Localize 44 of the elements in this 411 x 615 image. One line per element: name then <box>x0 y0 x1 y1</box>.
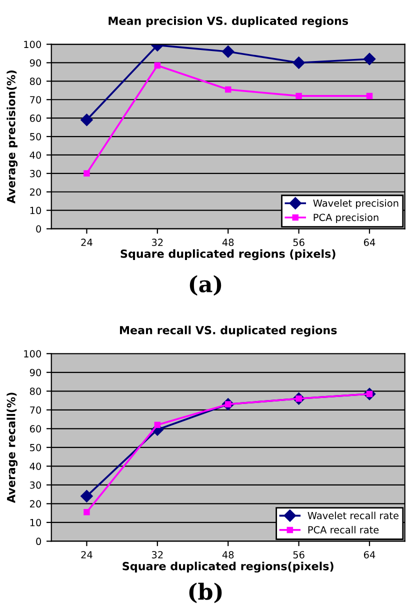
x-tick-label: 24 <box>81 551 92 558</box>
y-tick-label: 40 <box>30 151 42 159</box>
y-tick-label: 0 <box>36 538 42 546</box>
y-tick-label: 20 <box>30 500 42 508</box>
text: (a) <box>190 275 222 296</box>
y-tick-label: 50 <box>30 444 42 452</box>
x-axis-title: Square duplicated regions (pixels) <box>120 249 336 260</box>
y-tick-label: 60 <box>30 425 42 432</box>
legend-label: PCA recall rate <box>308 526 379 534</box>
x-tick-label: 64 <box>364 551 376 558</box>
y-tick-label: 0 <box>36 225 42 233</box>
y-tick-label: 10 <box>30 518 42 526</box>
legend-label: PCA precision <box>314 214 378 223</box>
y-tick-label: 100 <box>24 350 42 358</box>
x-tick-label: 56 <box>293 551 304 558</box>
x-tick-label: 32 <box>152 551 163 558</box>
y-tick-label: 70 <box>30 406 42 414</box>
y-axis-title: Average precision(%) <box>6 70 18 204</box>
x-tick-label: 32 <box>152 238 163 246</box>
y-tick-label: 40 <box>30 462 42 470</box>
y-tick-label: 80 <box>30 78 42 86</box>
y-tick-label: 30 <box>30 170 42 178</box>
y-tick-label: 30 <box>30 481 42 489</box>
y-tick-label: 20 <box>30 188 42 196</box>
x-tick-label: 48 <box>222 238 234 246</box>
y-axis-title: Average recall(%) <box>6 392 18 504</box>
text: (b) <box>189 582 222 604</box>
x-tick-label: 64 <box>364 238 376 246</box>
x-tick-label: 56 <box>293 238 304 246</box>
y-tick-label: 50 <box>30 133 42 140</box>
y-tick-label: 70 <box>30 96 42 104</box>
y-tick-label: 90 <box>30 368 42 376</box>
y-tick-label: 90 <box>30 59 42 67</box>
y-tick-label: 10 <box>30 206 42 214</box>
y-tick-label: 100 <box>24 40 42 48</box>
chart-title: Mean precision VS. duplicated regions <box>108 16 348 28</box>
x-axis-title: Square duplicated regions(pixels) <box>122 562 334 573</box>
x-tick-label: 48 <box>222 551 234 558</box>
y-tick-label: 60 <box>30 114 42 122</box>
legend-label: Wavelet recall rate <box>308 512 398 520</box>
chart-title: Mean recall VS. duplicated regions <box>120 326 337 337</box>
legend-label: Wavelet precision <box>313 199 398 209</box>
x-tick-label: 24 <box>81 238 92 246</box>
y-tick-label: 80 <box>30 388 42 395</box>
